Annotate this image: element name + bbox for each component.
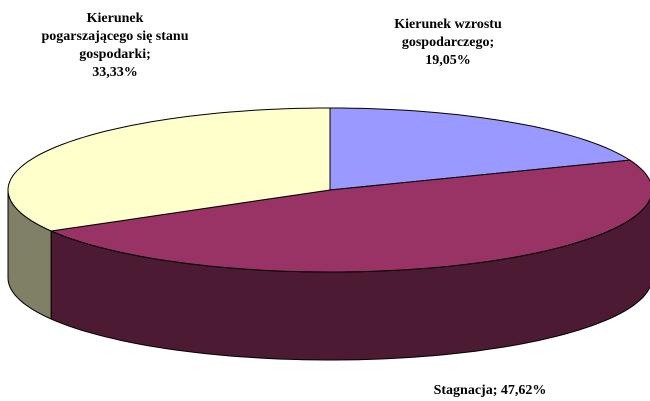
category-label: Kierunek wzrostu gospodarczego; bbox=[394, 17, 502, 50]
category-label: Stagnacja; bbox=[433, 383, 498, 398]
slice bbox=[7, 107, 331, 232]
slice-label: Stagnacja; 47,62% bbox=[340, 382, 640, 400]
value-label: 33,33% bbox=[92, 65, 138, 80]
slice bbox=[329, 107, 632, 191]
slice-label: Kierunek wzrostu gospodarczego; 19,05% bbox=[368, 16, 528, 70]
value-label: 19,05% bbox=[425, 53, 471, 68]
value-label: 47,62% bbox=[500, 383, 547, 398]
slice-label: Kierunek pogarszającego się stanu gospod… bbox=[40, 10, 190, 82]
slice bbox=[49, 159, 650, 273]
category-label: Kierunek pogarszającego się stanu gospod… bbox=[41, 11, 189, 62]
